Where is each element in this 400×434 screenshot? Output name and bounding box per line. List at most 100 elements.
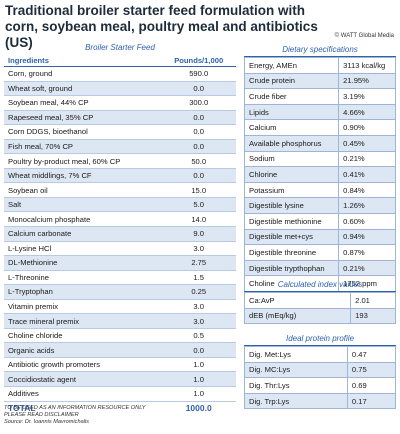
row: Choline 1752 ppm: [244, 275, 396, 292]
cell: Chlorine: [244, 166, 339, 183]
row: Trace mineral premix 3.0: [4, 313, 236, 329]
cell: Antibiotic growth promoters: [4, 357, 162, 373]
cell: L-Threonine: [4, 270, 162, 286]
cell: 0.90%: [338, 119, 396, 136]
table: Energy, AMEn 3113 kcal/kg Crude protein 21.…: [244, 57, 396, 292]
cell: 193: [350, 307, 396, 325]
row: L-Lysine HCl 3.0: [4, 241, 236, 257]
cell: Coccidiostatic agent: [4, 371, 162, 388]
cell: 0.0: [161, 81, 236, 97]
row: Digestible methionine 0.60%: [244, 212, 396, 230]
cell: Corn, ground: [4, 66, 162, 82]
row: Lipids 4.66%: [244, 103, 396, 121]
row: Ca:AvP 2.01: [244, 292, 396, 309]
cell: Monocalcium phosphate: [4, 211, 162, 228]
cell: Vitamin premix: [4, 299, 162, 315]
row: Fish meal, 70% CP 0.0: [4, 139, 236, 155]
cell: 0.5: [161, 328, 236, 344]
cell: 0.17: [346, 392, 396, 410]
cell: 0.25: [161, 284, 236, 300]
row: dEB (mEq/kg) 193: [244, 307, 396, 325]
cell: TOTAL: [4, 400, 162, 416]
cell: Digestible lysine: [244, 197, 339, 214]
cell: Poultry by-product meal, 60% CP: [4, 153, 162, 169]
row: Sodium 0.21%: [244, 150, 396, 168]
table-body: Ca:AvP 2.01 dEB (mEq/kg) 193: [244, 292, 396, 325]
note: PLEASE READ DISCLAIMER: [4, 412, 79, 418]
cell: Dig. Met:Lys: [244, 346, 348, 363]
row: Chlorine 0.41%: [244, 166, 396, 183]
table: Ca:AvP 2.01 dEB (mEq/kg) 193: [244, 292, 396, 325]
cell: Ca:AvP: [244, 292, 351, 309]
row: Corn DDGS, bioethanol 0.0: [4, 124, 236, 140]
cell: Corn DDGS, bioethanol: [4, 124, 162, 140]
protein-box: Ideal protein profile Dig. Met:Lys 0.47 Dig…: [244, 333, 396, 410]
row: Additives 1.0: [4, 386, 236, 402]
row: Antibiotic growth promoters 1.0: [4, 357, 236, 373]
row: Energy, AMEn 3113 kcal/kg: [244, 57, 396, 74]
cell: 0.21%: [338, 150, 396, 168]
row: Dig. Thr:Lys 0.69: [244, 377, 396, 394]
cell: Calcium: [244, 119, 339, 136]
cell: 21.95%: [338, 72, 396, 90]
cell: Choline: [244, 275, 339, 292]
row: Dig. Trp:Lys 0.17: [244, 392, 396, 410]
total-row: TOTAL 1000.0: [4, 400, 236, 416]
cell: 0.60%: [338, 212, 396, 230]
header-row: Ingredients Pounds/1,000: [4, 54, 236, 67]
cell: 590.0: [161, 66, 236, 82]
cell: 0.0: [161, 168, 236, 184]
cell: 0.45%: [338, 134, 396, 152]
row: Wheat middlings, 7% CF 0.0: [4, 168, 236, 184]
row: Rapeseed meal, 35% CP 0.0: [4, 110, 236, 126]
cell: 300.0: [161, 95, 236, 111]
section-title: Dietary specifications: [244, 44, 396, 57]
cell: Dig. Thr:Lys: [244, 377, 348, 394]
cell: 0.69: [346, 377, 396, 394]
cell: Choline chloride: [4, 328, 162, 344]
title: Traditional broiler starter feed formula…: [5, 3, 318, 50]
cell: 0.21%: [338, 259, 396, 277]
cell: 3.19%: [338, 88, 396, 105]
cell: 5.0: [161, 197, 236, 213]
cell: 0.75: [346, 361, 396, 379]
cell: Available phosphorus: [244, 134, 339, 152]
row: Calcium carbonate 9.0: [4, 226, 236, 242]
table-body: Energy, AMEn 3113 kcal/kg Crude protein 21.…: [244, 57, 396, 292]
cell: Crude fiber: [244, 88, 339, 105]
row: DL-Methionine 2.75: [4, 255, 236, 271]
row: Crude protein 21.95%: [244, 72, 396, 90]
cell: 50.0: [161, 153, 236, 169]
cell: 15.0: [161, 182, 236, 198]
cell: Sodium: [244, 150, 339, 168]
cell: 14.0: [161, 211, 236, 228]
row: Digestible trypthophan 0.21%: [244, 259, 396, 277]
table-body: Dig. Met:Lys 0.47 Dig. MC:Lys 0.75 Dig. Thr:…: [244, 346, 396, 410]
note: Source: Dr. Ioannis Mavromichalis: [4, 419, 89, 425]
cell: 3.0: [161, 299, 236, 315]
index-box: Calculated index values Ca:AvP 2.01 dEB (mE…: [244, 279, 396, 325]
spec-box: Dietary specifications Energy, AMEn 3113 k…: [244, 44, 396, 292]
credit: © WATT Global Media: [334, 33, 394, 39]
cell: Wheat middlings, 7% CF: [4, 168, 162, 184]
cell: 0.87%: [338, 244, 396, 261]
row: Soybean oil 15.0: [4, 182, 236, 198]
cell: 2.75: [161, 255, 236, 271]
feed-table: Broiler Starter Feed Ingredients Pounds/1…: [4, 42, 236, 416]
column-header: Ingredients: [4, 54, 162, 67]
row: Dig. Met:Lys 0.47: [244, 346, 396, 363]
row: Choline chloride 0.5: [4, 328, 236, 344]
notes: TO BE USED AS AN INFORMATION RESOURCE ON…: [4, 405, 146, 426]
cell: Digestible threonine: [244, 244, 339, 261]
cell: Potassium: [244, 181, 339, 199]
row: Available phosphorus 0.45%: [244, 134, 396, 152]
row: Poultry by-product meal, 60% CP 50.0: [4, 153, 236, 169]
row: Calcium 0.90%: [244, 119, 396, 136]
row: Coccidiostatic agent 1.0: [4, 371, 236, 388]
cell: 1.5: [161, 270, 236, 286]
column-header: Pounds/1,000: [161, 54, 236, 67]
row: Organic acids 0.0: [4, 342, 236, 358]
cell: 0.0: [161, 139, 236, 155]
cell: Soybean oil: [4, 182, 162, 198]
cell: Calcium carbonate: [4, 226, 162, 242]
